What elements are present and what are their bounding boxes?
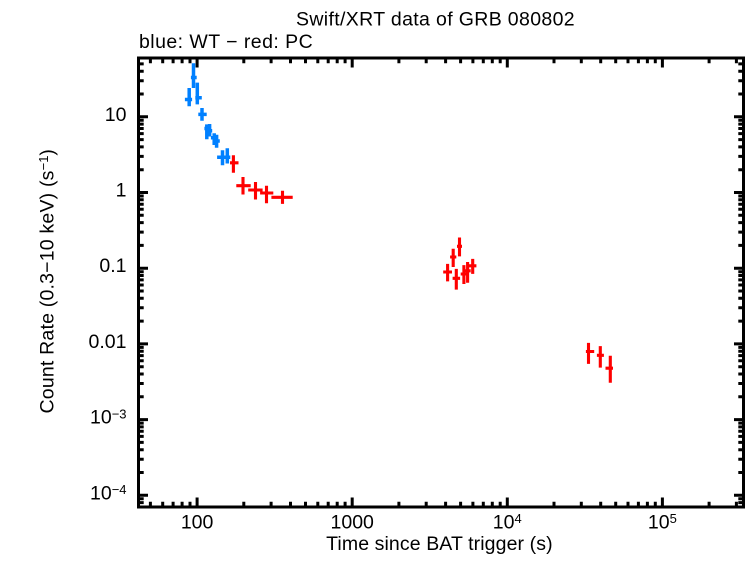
svg-text:10: 10 [648,511,670,533]
svg-text:10: 10 [90,482,112,504]
svg-text:5: 5 [670,511,677,526]
svg-text:−3: −3 [112,406,127,421]
svg-text:10: 10 [90,407,112,429]
svg-text:100: 100 [181,511,214,533]
svg-text:−1: −1 [36,156,51,171]
svg-text:0.1: 0.1 [99,255,126,277]
svg-text:1: 1 [116,180,127,202]
svg-text:): ) [36,149,58,156]
svg-text:10: 10 [493,511,515,533]
svg-text:Swift/XRT data of GRB 080802: Swift/XRT data of GRB 080802 [296,8,575,30]
svg-text:4: 4 [515,511,522,526]
svg-text:1000: 1000 [331,511,375,533]
svg-text:10: 10 [105,104,127,126]
svg-text:blue: WT − red: PC: blue: WT − red: PC [139,31,313,53]
svg-text:0.01: 0.01 [89,331,127,353]
svg-text:Count Rate (0.3−10 keV) (s: Count Rate (0.3−10 keV) (s [36,170,58,413]
svg-text:−4: −4 [112,482,127,497]
svg-text:Time since BAT trigger (s): Time since BAT trigger (s) [326,533,553,555]
